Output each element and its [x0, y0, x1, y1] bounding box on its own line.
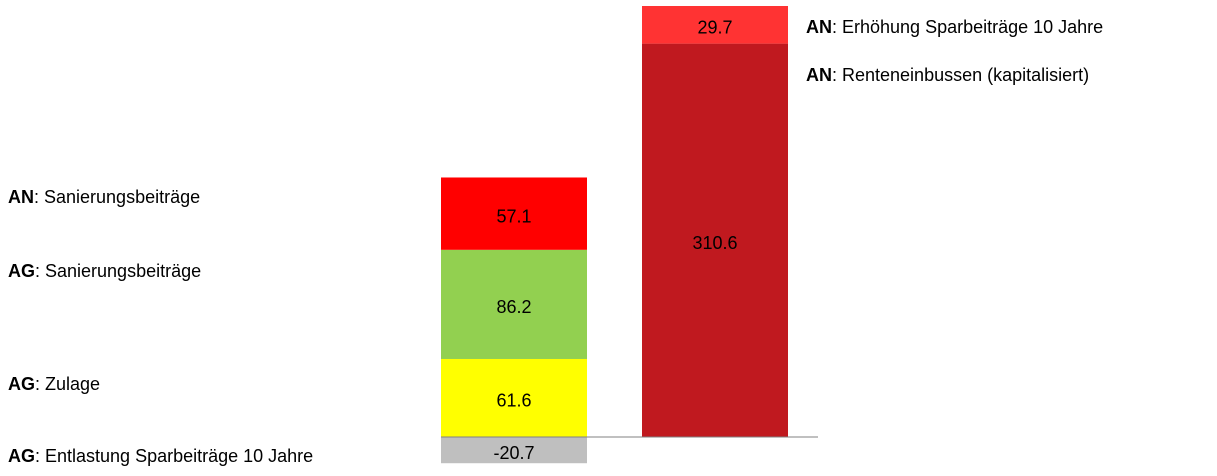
- value-label: 57.1: [496, 206, 531, 226]
- legend-label: AN: Erhöhung Sparbeiträge 10 Jahre: [806, 17, 1103, 37]
- value-label: -20.7: [493, 443, 534, 463]
- bar-segment: [642, 43, 788, 437]
- bar-segment: [642, 6, 788, 44]
- value-label: 310.6: [692, 233, 737, 253]
- bar-segment: [441, 358, 587, 437]
- bar-segment: [441, 177, 587, 250]
- legend-label: AG: Zulage: [8, 374, 100, 394]
- legend-label: AN: Renteneinbussen (kapitalisiert): [806, 65, 1089, 85]
- legend-label: AG: Entlastung Sparbeiträge 10 Jahre: [8, 446, 313, 466]
- bar-segment: [441, 249, 587, 359]
- value-label: 61.6: [496, 391, 531, 411]
- legend-label: AN: Sanierungsbeiträge: [8, 187, 200, 207]
- bar-segment: [441, 437, 587, 464]
- value-label: 86.2: [496, 297, 531, 317]
- value-label: 29.7: [697, 18, 732, 38]
- legend-label: AG: Sanierungsbeiträge: [8, 261, 201, 281]
